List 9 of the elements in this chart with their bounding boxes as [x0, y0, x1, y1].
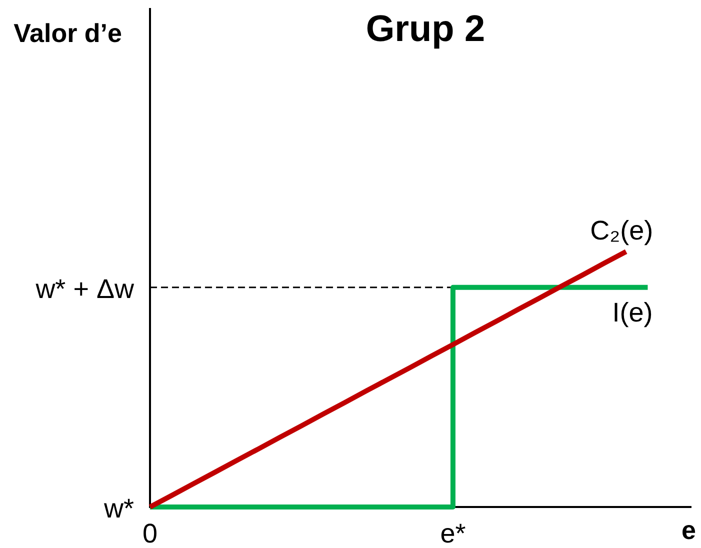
x-tick-label: 0 [142, 518, 158, 548]
x-axis-title: e [682, 515, 696, 545]
text: Valor d’e [14, 18, 122, 48]
x-tick-label: e* [440, 518, 466, 548]
series-label: C₂(e) [590, 216, 654, 246]
series-label: I(e) [612, 297, 653, 328]
annotation: w* [102, 493, 134, 524]
annotation: w* + Δw [34, 274, 134, 304]
chart-title: Grup 2 [366, 8, 486, 49]
